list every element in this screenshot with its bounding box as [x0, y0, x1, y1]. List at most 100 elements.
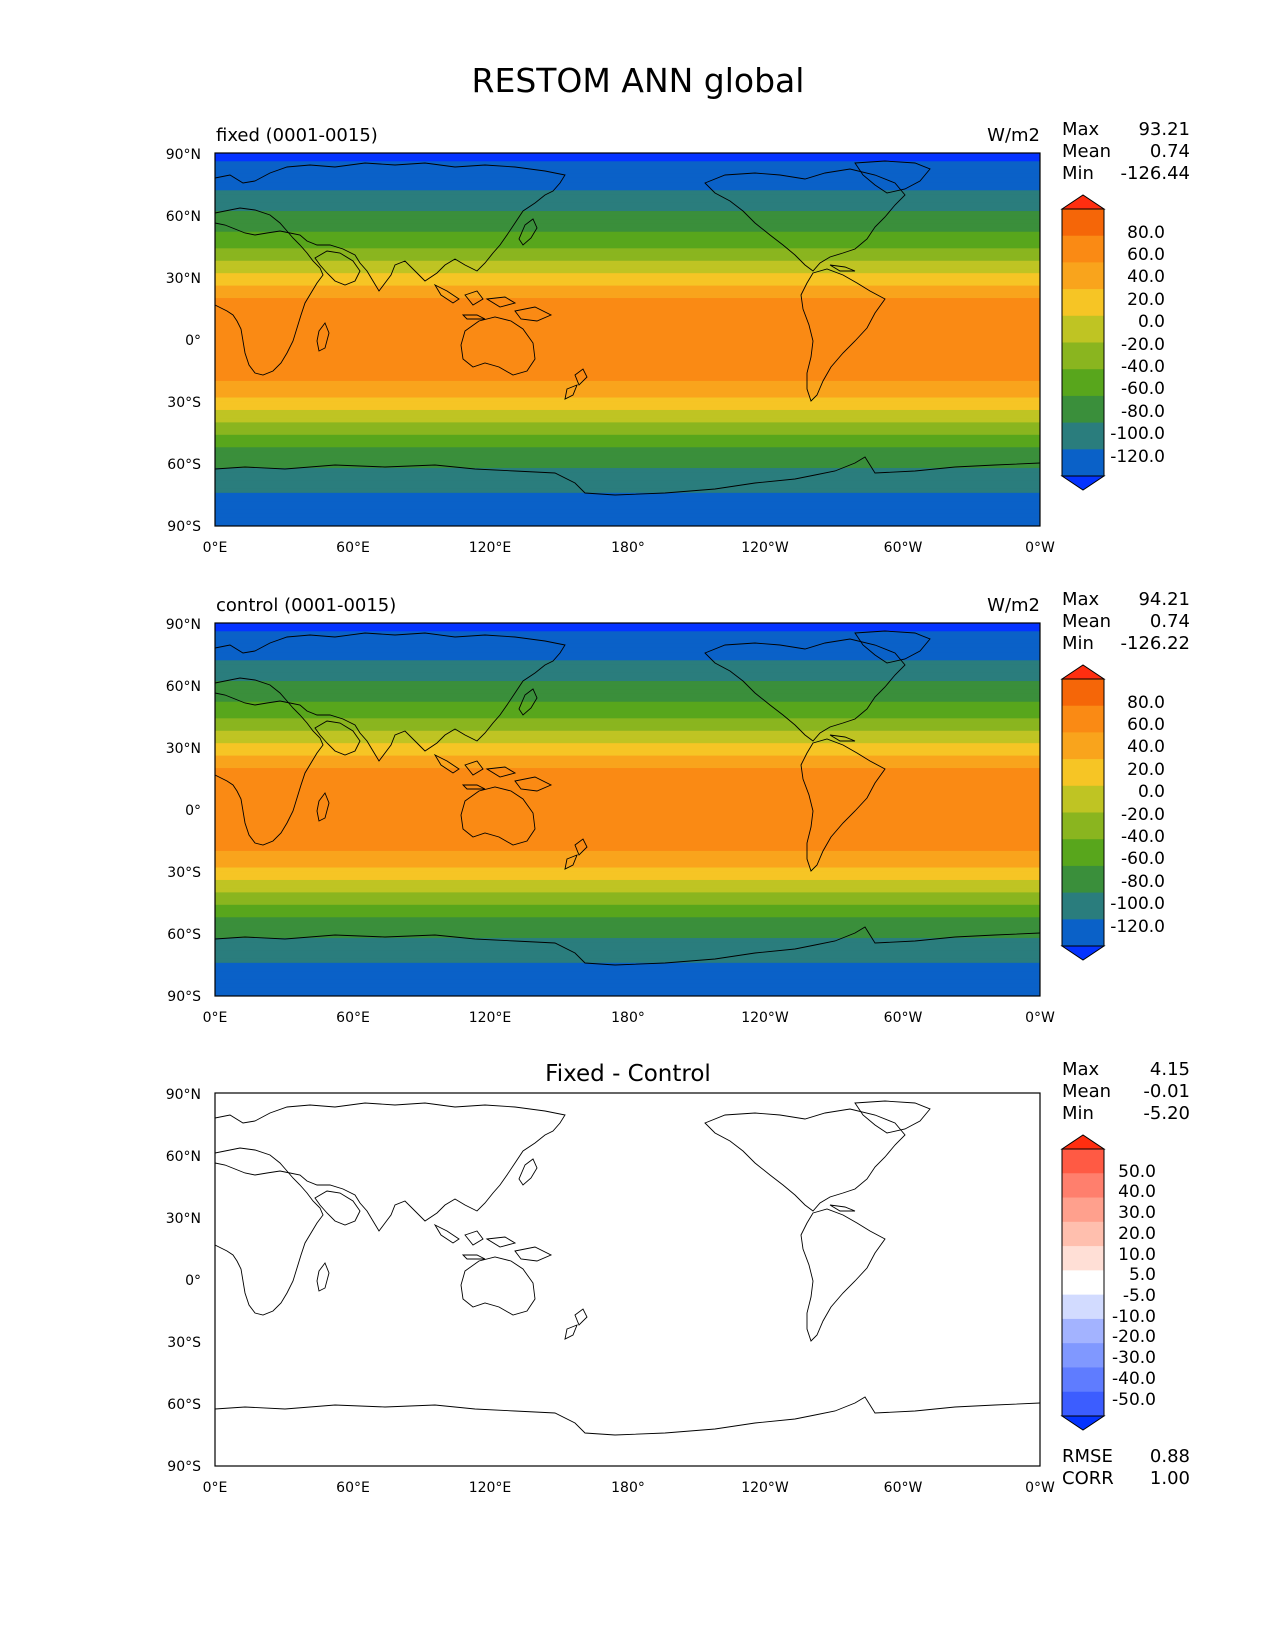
field-band [215, 1134, 1040, 1140]
field-band [215, 1275, 1040, 1281]
field-band [215, 697, 1040, 703]
field-band [215, 979, 1040, 985]
field-band [215, 223, 1040, 229]
field-band [215, 182, 1040, 187]
field-band [215, 813, 1040, 819]
colorbar-tick-label: 60.0 [1127, 715, 1165, 735]
field-band [215, 314, 1040, 320]
field-band [215, 1171, 1040, 1177]
y-axis: 90°N 60°N 30°N 0° 30°S 60°S 90°S [166, 617, 201, 1005]
field-band [215, 364, 1040, 370]
field-band [215, 1349, 1040, 1355]
field-band [215, 376, 1040, 382]
field-band [215, 277, 1040, 283]
colorbar-segment [1062, 262, 1104, 290]
colorbar-tick-label: -60.0 [1121, 379, 1165, 399]
field-band [215, 892, 1040, 898]
field-band [215, 859, 1040, 864]
field-band [215, 805, 1040, 811]
field-band [215, 705, 1040, 711]
x-tick-label: 180° [611, 540, 645, 556]
field-band [215, 227, 1040, 233]
field-band [215, 908, 1040, 914]
field-band [215, 215, 1040, 220]
stat-mean-value: 0.74 [1150, 141, 1190, 162]
colorbar-tick-label: 10.0 [1118, 1245, 1156, 1265]
colorbar-segment [1062, 1221, 1104, 1247]
colorbar-segment [1062, 422, 1104, 450]
field-band [215, 472, 1040, 477]
stat-min-value: -126.44 [1121, 163, 1190, 184]
map-field [215, 153, 1040, 526]
colorbar-tick-label: -120.0 [1110, 917, 1165, 937]
field-band [215, 863, 1040, 869]
field-band [215, 1113, 1040, 1119]
stat-min-value: -126.22 [1121, 633, 1190, 654]
field-band [215, 248, 1040, 254]
field-band [215, 1200, 1040, 1206]
field-band [215, 372, 1040, 378]
field-band [215, 1246, 1040, 1252]
stats-box: Max 93.21 Mean 0.74 Min -126.44 [1062, 119, 1190, 184]
field-band [215, 298, 1040, 303]
field-band [215, 1130, 1040, 1136]
field-band [215, 966, 1040, 972]
colorbar-segment [1062, 369, 1104, 397]
field-band [215, 846, 1040, 852]
field-band [215, 809, 1040, 815]
field-band [215, 917, 1040, 922]
colorbar [1060, 194, 1106, 491]
colorbar-tick-label: -20.0 [1112, 1327, 1156, 1347]
field-band [215, 521, 1040, 526]
field-band [215, 660, 1040, 666]
field-band [215, 380, 1040, 386]
field-band [215, 1304, 1040, 1310]
map-frame [214, 1092, 1041, 1467]
colorbar-tick-label: -40.0 [1112, 1369, 1156, 1389]
field-band [215, 1254, 1040, 1260]
field-band [215, 1395, 1040, 1401]
field-band [215, 1424, 1040, 1430]
field-band [215, 256, 1040, 262]
field-band [215, 1407, 1040, 1413]
panel-units: W/m2 [987, 595, 1040, 616]
field-band [215, 780, 1040, 786]
field-band [215, 1093, 1040, 1098]
field-band [215, 1296, 1040, 1301]
field-band [215, 302, 1040, 307]
field-band [215, 360, 1040, 365]
stat-mean-label: Mean [1062, 611, 1111, 632]
field-band [215, 488, 1040, 494]
y-tick-label: 60°S [167, 457, 201, 473]
colorbar-frame [1061, 208, 1105, 477]
field-band [215, 722, 1040, 728]
field-band [215, 476, 1040, 482]
field-band [215, 1180, 1040, 1185]
field-band [215, 310, 1040, 316]
field-band [215, 1325, 1040, 1330]
field-band [215, 426, 1040, 432]
colorbar-segment [1062, 785, 1104, 813]
field-band [215, 734, 1040, 740]
y-tick-label: 0° [185, 803, 201, 819]
stats-box: Max 94.21 Mean 0.74 Min -126.22 [1062, 589, 1190, 654]
x-tick-label: 120°W [741, 1010, 789, 1026]
field-band [215, 950, 1040, 956]
field-band [215, 759, 1040, 765]
y-tick-label: 30°N [166, 1211, 201, 1227]
x-tick-label: 0°E [203, 1480, 228, 1496]
field-band [215, 1097, 1040, 1102]
field-band [215, 867, 1040, 873]
colorbar-frame [1061, 1148, 1105, 1417]
panel-left-title: fixed (0001-0015) [216, 125, 378, 146]
field-band [215, 169, 1040, 175]
field-band [215, 443, 1040, 448]
colorbar-segment [1062, 315, 1104, 343]
x-tick-label: 0°W [1025, 1010, 1055, 1026]
field-band [215, 1445, 1040, 1451]
y-tick-label: 0° [185, 1273, 201, 1289]
field-band [215, 664, 1040, 670]
colorbar-segment [1062, 1270, 1104, 1296]
colorbar-tick-label: -60.0 [1121, 849, 1165, 869]
